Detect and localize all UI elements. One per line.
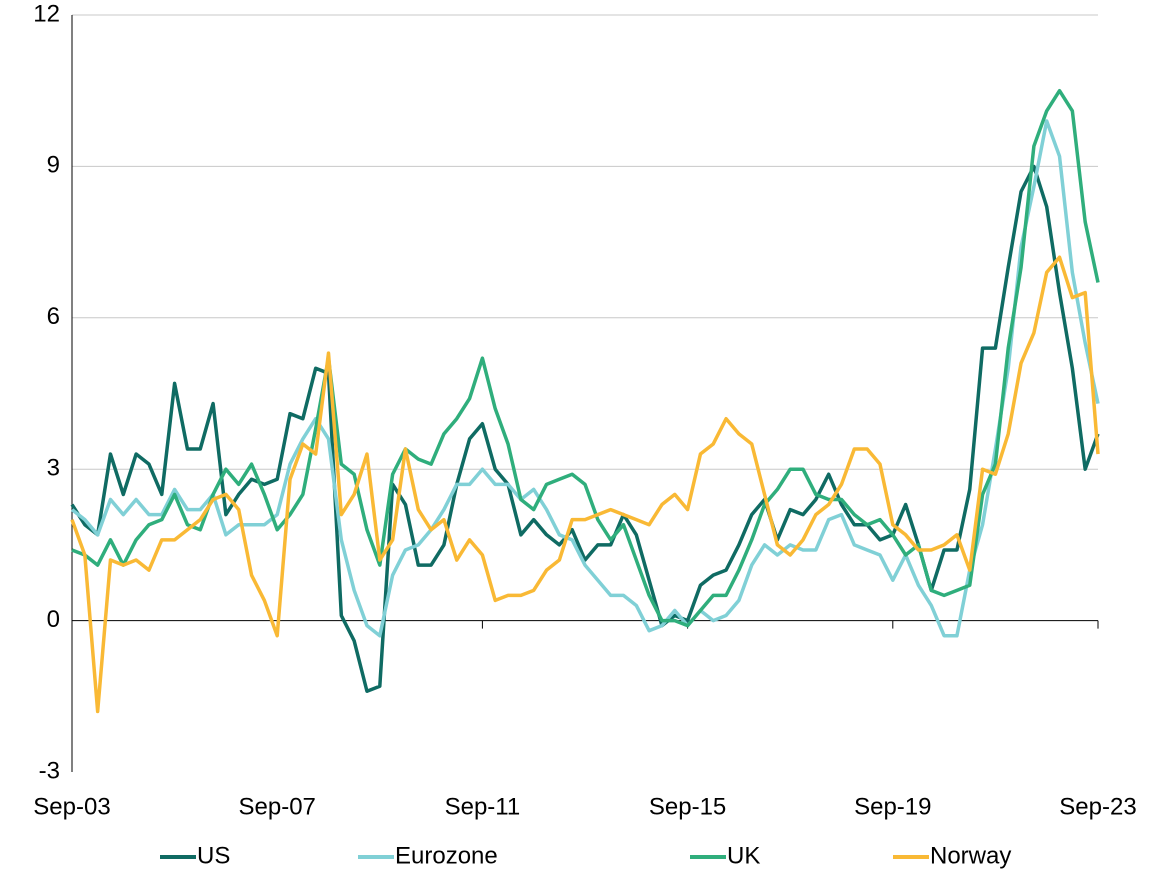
y-tick-label: 0 bbox=[47, 606, 60, 633]
x-tick-label: Sep-23 bbox=[1059, 793, 1136, 820]
legend-label: Norway bbox=[930, 842, 1011, 869]
x-tick-label: Sep-07 bbox=[239, 793, 316, 820]
series-line bbox=[71, 88, 1100, 628]
series-line bbox=[70, 255, 1100, 714]
series-line bbox=[70, 164, 1100, 693]
y-tick-label: 9 bbox=[47, 152, 60, 179]
legend-label: US bbox=[197, 842, 230, 869]
legend-label: Eurozone bbox=[395, 842, 498, 869]
x-tick-label: Sep-15 bbox=[649, 793, 726, 820]
y-tick-label: 12 bbox=[33, 0, 60, 27]
y-tick-label: 6 bbox=[47, 303, 60, 330]
x-tick-label: Sep-19 bbox=[854, 793, 931, 820]
legend-label: UK bbox=[727, 842, 760, 869]
y-tick-label: 3 bbox=[47, 455, 60, 482]
y-tick-label: -3 bbox=[39, 757, 60, 784]
x-tick-label: Sep-11 bbox=[445, 793, 521, 820]
x-tick-label: Sep-03 bbox=[33, 793, 110, 820]
